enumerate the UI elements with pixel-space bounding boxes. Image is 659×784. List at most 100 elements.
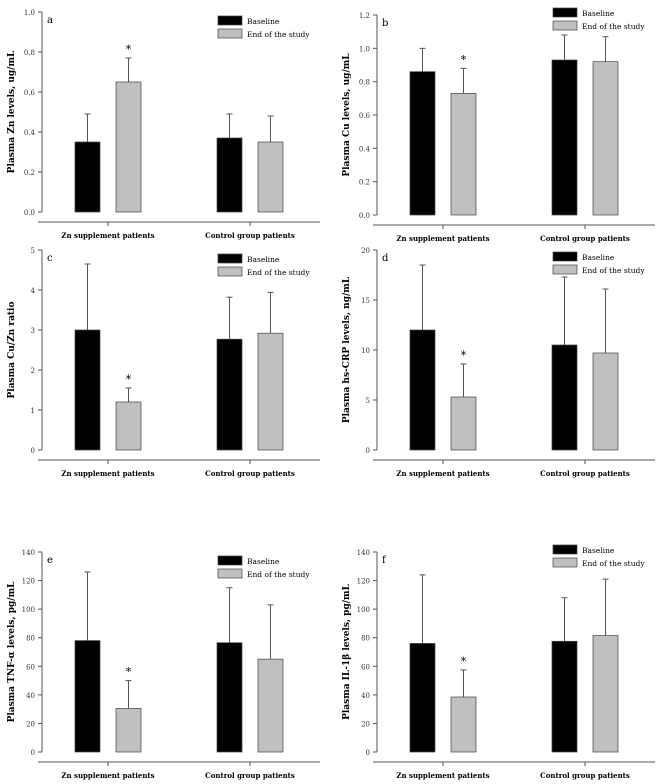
y-tick-label: 0.0 [359, 212, 370, 220]
y-axis-label: Plasma Zn levels, ug/mL [7, 50, 17, 173]
legend-label: Baseline [247, 255, 280, 264]
y-tick-label: 0.8 [359, 79, 370, 87]
bar-end [115, 401, 142, 451]
bar-end [257, 658, 284, 753]
bar-baseline [74, 141, 101, 213]
y-tick-label: 0.4 [24, 129, 36, 137]
y-tick-label: 20 [361, 247, 370, 255]
bar-baseline [409, 71, 436, 216]
y-tick-label: 120 [22, 578, 35, 586]
bar-end [257, 332, 284, 451]
x-tick-label: Zn supplement patients [61, 771, 154, 780]
bar-end [257, 141, 284, 213]
y-tick-label: 80 [361, 635, 370, 643]
legend-label: Baseline [247, 17, 280, 26]
legend-swatch [217, 253, 243, 264]
x-tick-label: Control group patients [205, 771, 295, 780]
panel-label: c [47, 253, 53, 264]
bar-end [115, 81, 142, 213]
x-tick-label: Zn supplement patients [61, 469, 154, 478]
x-tick-label: Control group patients [540, 469, 630, 478]
x-tick-label: Zn supplement patients [61, 231, 154, 240]
y-axis-label: Plasma hs-CRP levels, ng/mL [342, 276, 352, 423]
bar-end [592, 352, 619, 451]
bar-baseline [216, 642, 243, 753]
legend-label: End of the study [582, 266, 645, 275]
y-tick-label: 10 [361, 347, 370, 355]
y-tick-label: 20 [361, 720, 370, 728]
y-tick-label: 80 [26, 635, 35, 643]
y-tick-label: 0 [31, 749, 35, 757]
y-tick-label: 60 [26, 663, 35, 671]
x-tick-label: Zn supplement patients [396, 771, 489, 780]
legend-label: Baseline [582, 9, 615, 18]
y-tick-label: 15 [361, 297, 370, 305]
legend-label: End of the study [247, 30, 310, 39]
y-tick-label: 1.0 [24, 9, 35, 17]
x-tick-label: Zn supplement patients [396, 234, 489, 243]
y-tick-label: 3 [31, 327, 35, 335]
y-tick-label: 120 [357, 578, 370, 586]
legend-label: End of the study [247, 570, 310, 579]
significance-marker: * [461, 655, 467, 668]
y-tick-label: 5 [31, 247, 35, 255]
panel-a: 0.0 0.2 0.4 0.6 0.8 1.0 Plasma Zn levels, ug/m… [7, 9, 320, 240]
legend-swatch [217, 266, 243, 277]
legend-swatch [552, 264, 578, 275]
y-tick-label: 4 [31, 287, 36, 295]
legend-label: End of the study [582, 22, 645, 31]
y-tick-label: 0.4 [359, 145, 371, 153]
significance-marker: * [461, 53, 467, 66]
y-tick-label: 140 [357, 549, 370, 557]
panel-b: 0.0 0.2 0.4 0.6 0.8 1.0 1.2 Plasma Cu levels, u… [342, 7, 655, 243]
legend-swatch [552, 20, 578, 31]
x-tick-label: Control group patients [205, 469, 295, 478]
x-tick-label: Control group patients [205, 231, 295, 240]
bar-baseline [409, 643, 436, 753]
y-tick-label: 0.6 [359, 112, 371, 120]
legend-swatch [217, 28, 243, 39]
y-tick-label: 60 [361, 663, 370, 671]
bar-baseline [216, 137, 243, 213]
y-axis-label: Plasma Cu levels, ug/mL [342, 53, 352, 177]
legend-label: End of the study [582, 559, 645, 568]
y-tick-label: 20 [26, 720, 35, 728]
y-tick-label: 0.2 [359, 179, 370, 187]
bar-end [450, 396, 477, 451]
significance-marker: * [126, 43, 132, 56]
y-axis-label: Plasma IL-1β levels, pg/mL [342, 583, 352, 719]
y-tick-label: 100 [22, 606, 35, 614]
y-tick-label: 0.6 [24, 89, 36, 97]
y-tick-label: 0 [366, 447, 370, 455]
legend-label: Baseline [247, 557, 280, 566]
legend-swatch [552, 7, 578, 18]
y-tick-label: 5 [366, 397, 370, 405]
bar-baseline [74, 640, 101, 753]
y-tick-label: 1.2 [359, 12, 370, 20]
y-tick-label: 0 [31, 447, 35, 455]
y-tick-label: 40 [26, 692, 35, 700]
y-tick-label: 0.2 [24, 169, 35, 177]
bar-end [592, 635, 619, 753]
bar-end [450, 696, 477, 753]
bar-end [592, 61, 619, 216]
legend-label: Baseline [582, 253, 615, 262]
y-tick-label: 2 [31, 367, 35, 375]
y-tick-label: 0.8 [24, 49, 35, 57]
panel-d: 0 5 10 15 20 Plasma hs-CRP levels, ng/mL d Zn s… [342, 247, 655, 478]
y-tick-label: 40 [361, 692, 370, 700]
legend-swatch [217, 568, 243, 579]
bar-baseline [409, 329, 436, 451]
legend-swatch [552, 251, 578, 262]
x-tick-label: Control group patients [540, 771, 630, 780]
x-tick-label: Zn supplement patients [396, 469, 489, 478]
significance-marker: * [461, 349, 467, 362]
panel-label: a [47, 15, 53, 26]
y-tick-label: 1 [31, 407, 35, 415]
panel-label: d [382, 253, 389, 264]
bar-end [115, 708, 142, 753]
legend-swatch [552, 544, 578, 555]
x-tick-label: Control group patients [540, 234, 630, 243]
y-tick-label: 0.0 [24, 209, 35, 217]
